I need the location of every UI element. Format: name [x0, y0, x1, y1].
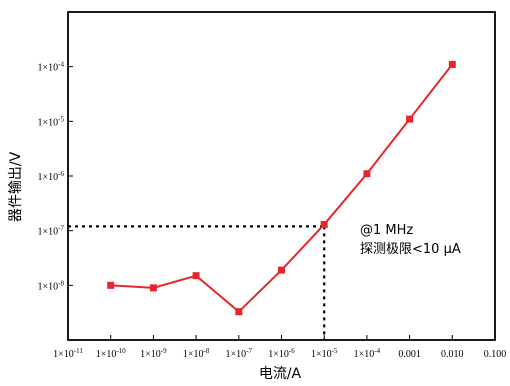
y-tick-label: 1×10-5	[38, 115, 65, 128]
data-point	[192, 272, 200, 280]
axes	[67, 11, 496, 341]
y-tick-label: 1×10-4	[38, 61, 65, 74]
x-tick-label: 1×10-7	[226, 347, 253, 360]
data-point	[149, 284, 157, 292]
data-point	[363, 170, 371, 178]
x-tick-label: 1×10-4	[354, 347, 381, 360]
series-line	[110, 63, 454, 314]
plot-frame	[67, 11, 496, 341]
annotation-frequency: @1 MHz	[360, 223, 413, 238]
x-tick-label: 0.010	[441, 349, 464, 360]
x-axis-ticks: 1×10-11 1×10-10 1×10-9 1×10-8 1×10-7 1×10-6 1×…	[53, 335, 506, 360]
data-point	[320, 220, 328, 228]
y-axis-title: 器件输出/V	[8, 151, 24, 222]
y-tick-label: 1×10-8	[38, 279, 65, 292]
y-tick-label: 1×10-6	[38, 170, 65, 183]
x-tick-label: 1×10-6	[268, 347, 295, 360]
data-point	[406, 115, 414, 123]
data-point	[107, 281, 115, 289]
x-tick-label: 0.100	[484, 349, 507, 360]
data-point	[235, 308, 243, 316]
x-tick-label: 0.001	[398, 349, 421, 360]
reference-lines	[68, 225, 326, 340]
x-tick-label: 1×10-8	[183, 347, 210, 360]
x-tick-label: 1×10-10	[96, 347, 126, 360]
y-axis-ticks: 1×10-8 1×10-7 1×10-6 1×10-5 1×10-4	[38, 61, 73, 292]
x-axis-title: 电流/A	[259, 366, 302, 382]
data-point	[278, 266, 285, 274]
x-tick-label: 1×10-5	[311, 347, 338, 360]
series-layer	[107, 60, 456, 316]
x-tick-label: 1×10-9	[140, 347, 167, 360]
x-tick-label: 1×10-11	[53, 347, 83, 360]
y-tick-label: 1×10-7	[38, 225, 65, 238]
data-point	[448, 60, 456, 68]
annotation-detection-limit: 探测极限<10 μA	[360, 242, 461, 257]
